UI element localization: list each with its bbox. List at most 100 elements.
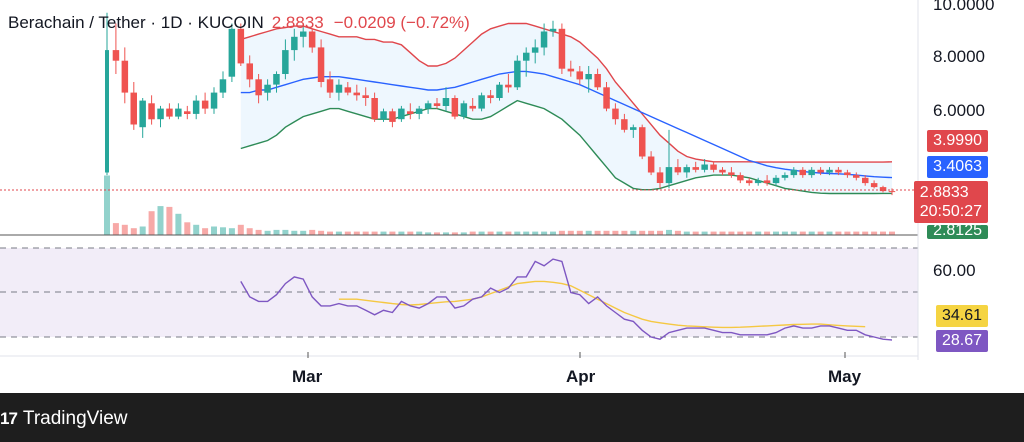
candle-body	[424, 103, 432, 109]
volume-bar	[523, 231, 530, 235]
volume-bar	[157, 206, 164, 235]
volume-bar	[451, 232, 458, 235]
volume-bar	[505, 231, 512, 235]
volume-bar	[496, 231, 503, 235]
volume-bar	[683, 231, 690, 235]
bb-upper-line	[240, 22, 893, 163]
candle-body	[407, 111, 414, 114]
rsi-tick-60: 60.00	[933, 261, 976, 280]
candle-body	[478, 95, 485, 109]
candle-body	[371, 98, 378, 120]
time-label-apr: Apr	[566, 367, 596, 386]
volume-bar	[630, 230, 637, 236]
volume-bar	[443, 232, 449, 235]
legend-price: 2.8833	[271, 13, 324, 32]
candle-body	[291, 36, 298, 51]
volume-bar	[710, 231, 717, 235]
candle-body	[879, 187, 887, 192]
price-tick-10: 10.0000	[933, 0, 994, 14]
volume-bar	[666, 229, 672, 235]
candle-body	[353, 92, 360, 96]
candle-body	[157, 108, 164, 120]
candle-body	[612, 108, 619, 120]
volume-bar	[104, 175, 110, 235]
volume-bar	[380, 231, 387, 235]
volume-bar	[862, 231, 869, 235]
candle-countdown: 20:50:27	[919, 203, 982, 220]
bb-upper-badge: 3.9990	[927, 130, 988, 152]
volume-bar	[344, 231, 351, 235]
candle-body	[112, 50, 120, 61]
candle-body	[835, 169, 842, 173]
volume-bar	[139, 226, 146, 235]
candle-body	[772, 177, 780, 184]
candle-body	[105, 50, 109, 173]
candle-body	[549, 28, 557, 32]
candle-body	[175, 108, 182, 117]
volume-bar	[657, 230, 663, 236]
bb-lower-badge: 2.8125	[927, 225, 988, 239]
candle-body	[719, 169, 726, 173]
candle-body	[576, 71, 583, 80]
volume-bar	[166, 206, 173, 235]
volume-bar	[764, 231, 771, 235]
volume-bar	[532, 231, 539, 235]
symbol-title[interactable]: Berachain / Tether · 1D · KUCOIN	[8, 13, 264, 32]
time-label-may: May	[828, 367, 862, 386]
volume-bar	[478, 231, 485, 235]
volume-bar	[121, 224, 128, 235]
volume-bar	[112, 223, 119, 235]
volume-bar	[148, 211, 155, 235]
volume-bar	[603, 230, 610, 236]
candle-body	[514, 60, 521, 88]
candle-body	[763, 180, 771, 184]
candle-body	[442, 98, 450, 106]
legend-change: −0.0209 (−0.72%)	[333, 13, 470, 32]
candle-body	[148, 103, 155, 120]
candle-body	[362, 95, 369, 98]
candle-body	[184, 111, 191, 114]
candle-body	[674, 167, 682, 173]
volume-bar	[318, 230, 325, 236]
volume-bar	[264, 230, 271, 236]
candle-body	[603, 87, 610, 109]
volume-bar	[273, 229, 280, 235]
volume-bar	[211, 226, 217, 235]
bb-fill	[240, 23, 893, 194]
volume-bar	[202, 228, 209, 235]
symbol-legend: Berachain / Tether · 1D · KUCOIN 2.8833 −0…	[8, 13, 470, 33]
candle-body	[317, 47, 325, 82]
volume-bar	[550, 231, 556, 235]
volume-bar	[719, 231, 726, 235]
candle-body	[192, 100, 200, 114]
volume-bar	[487, 231, 494, 235]
volume-bar	[246, 228, 253, 235]
candle-body	[665, 167, 673, 184]
volume-bar	[594, 230, 601, 236]
candle-body	[656, 172, 664, 183]
candle-body	[380, 111, 387, 120]
volume-bar	[701, 231, 708, 235]
volume-bars	[104, 175, 895, 236]
candle-body	[246, 63, 253, 80]
candle-body	[826, 169, 833, 173]
candle-body	[888, 191, 896, 193]
volume-bar	[514, 231, 521, 235]
candle-body	[344, 87, 352, 93]
volume-bar	[309, 229, 316, 235]
volume-bar	[371, 231, 378, 235]
candle-body	[255, 79, 262, 96]
tradingview-logo[interactable]: 17 TradingView	[0, 408, 127, 430]
candle-body	[567, 68, 575, 72]
bb-lower-line	[240, 99, 892, 195]
candle-body	[540, 31, 548, 48]
volume-bar	[781, 231, 788, 235]
volume-bar	[300, 230, 307, 236]
volume-bar	[416, 231, 423, 235]
volume-bar	[746, 231, 753, 235]
rsi-line	[240, 258, 893, 341]
volume-bar	[389, 231, 396, 235]
candle-body	[710, 164, 717, 170]
volume-bar	[853, 231, 860, 235]
candle-body	[531, 47, 539, 53]
